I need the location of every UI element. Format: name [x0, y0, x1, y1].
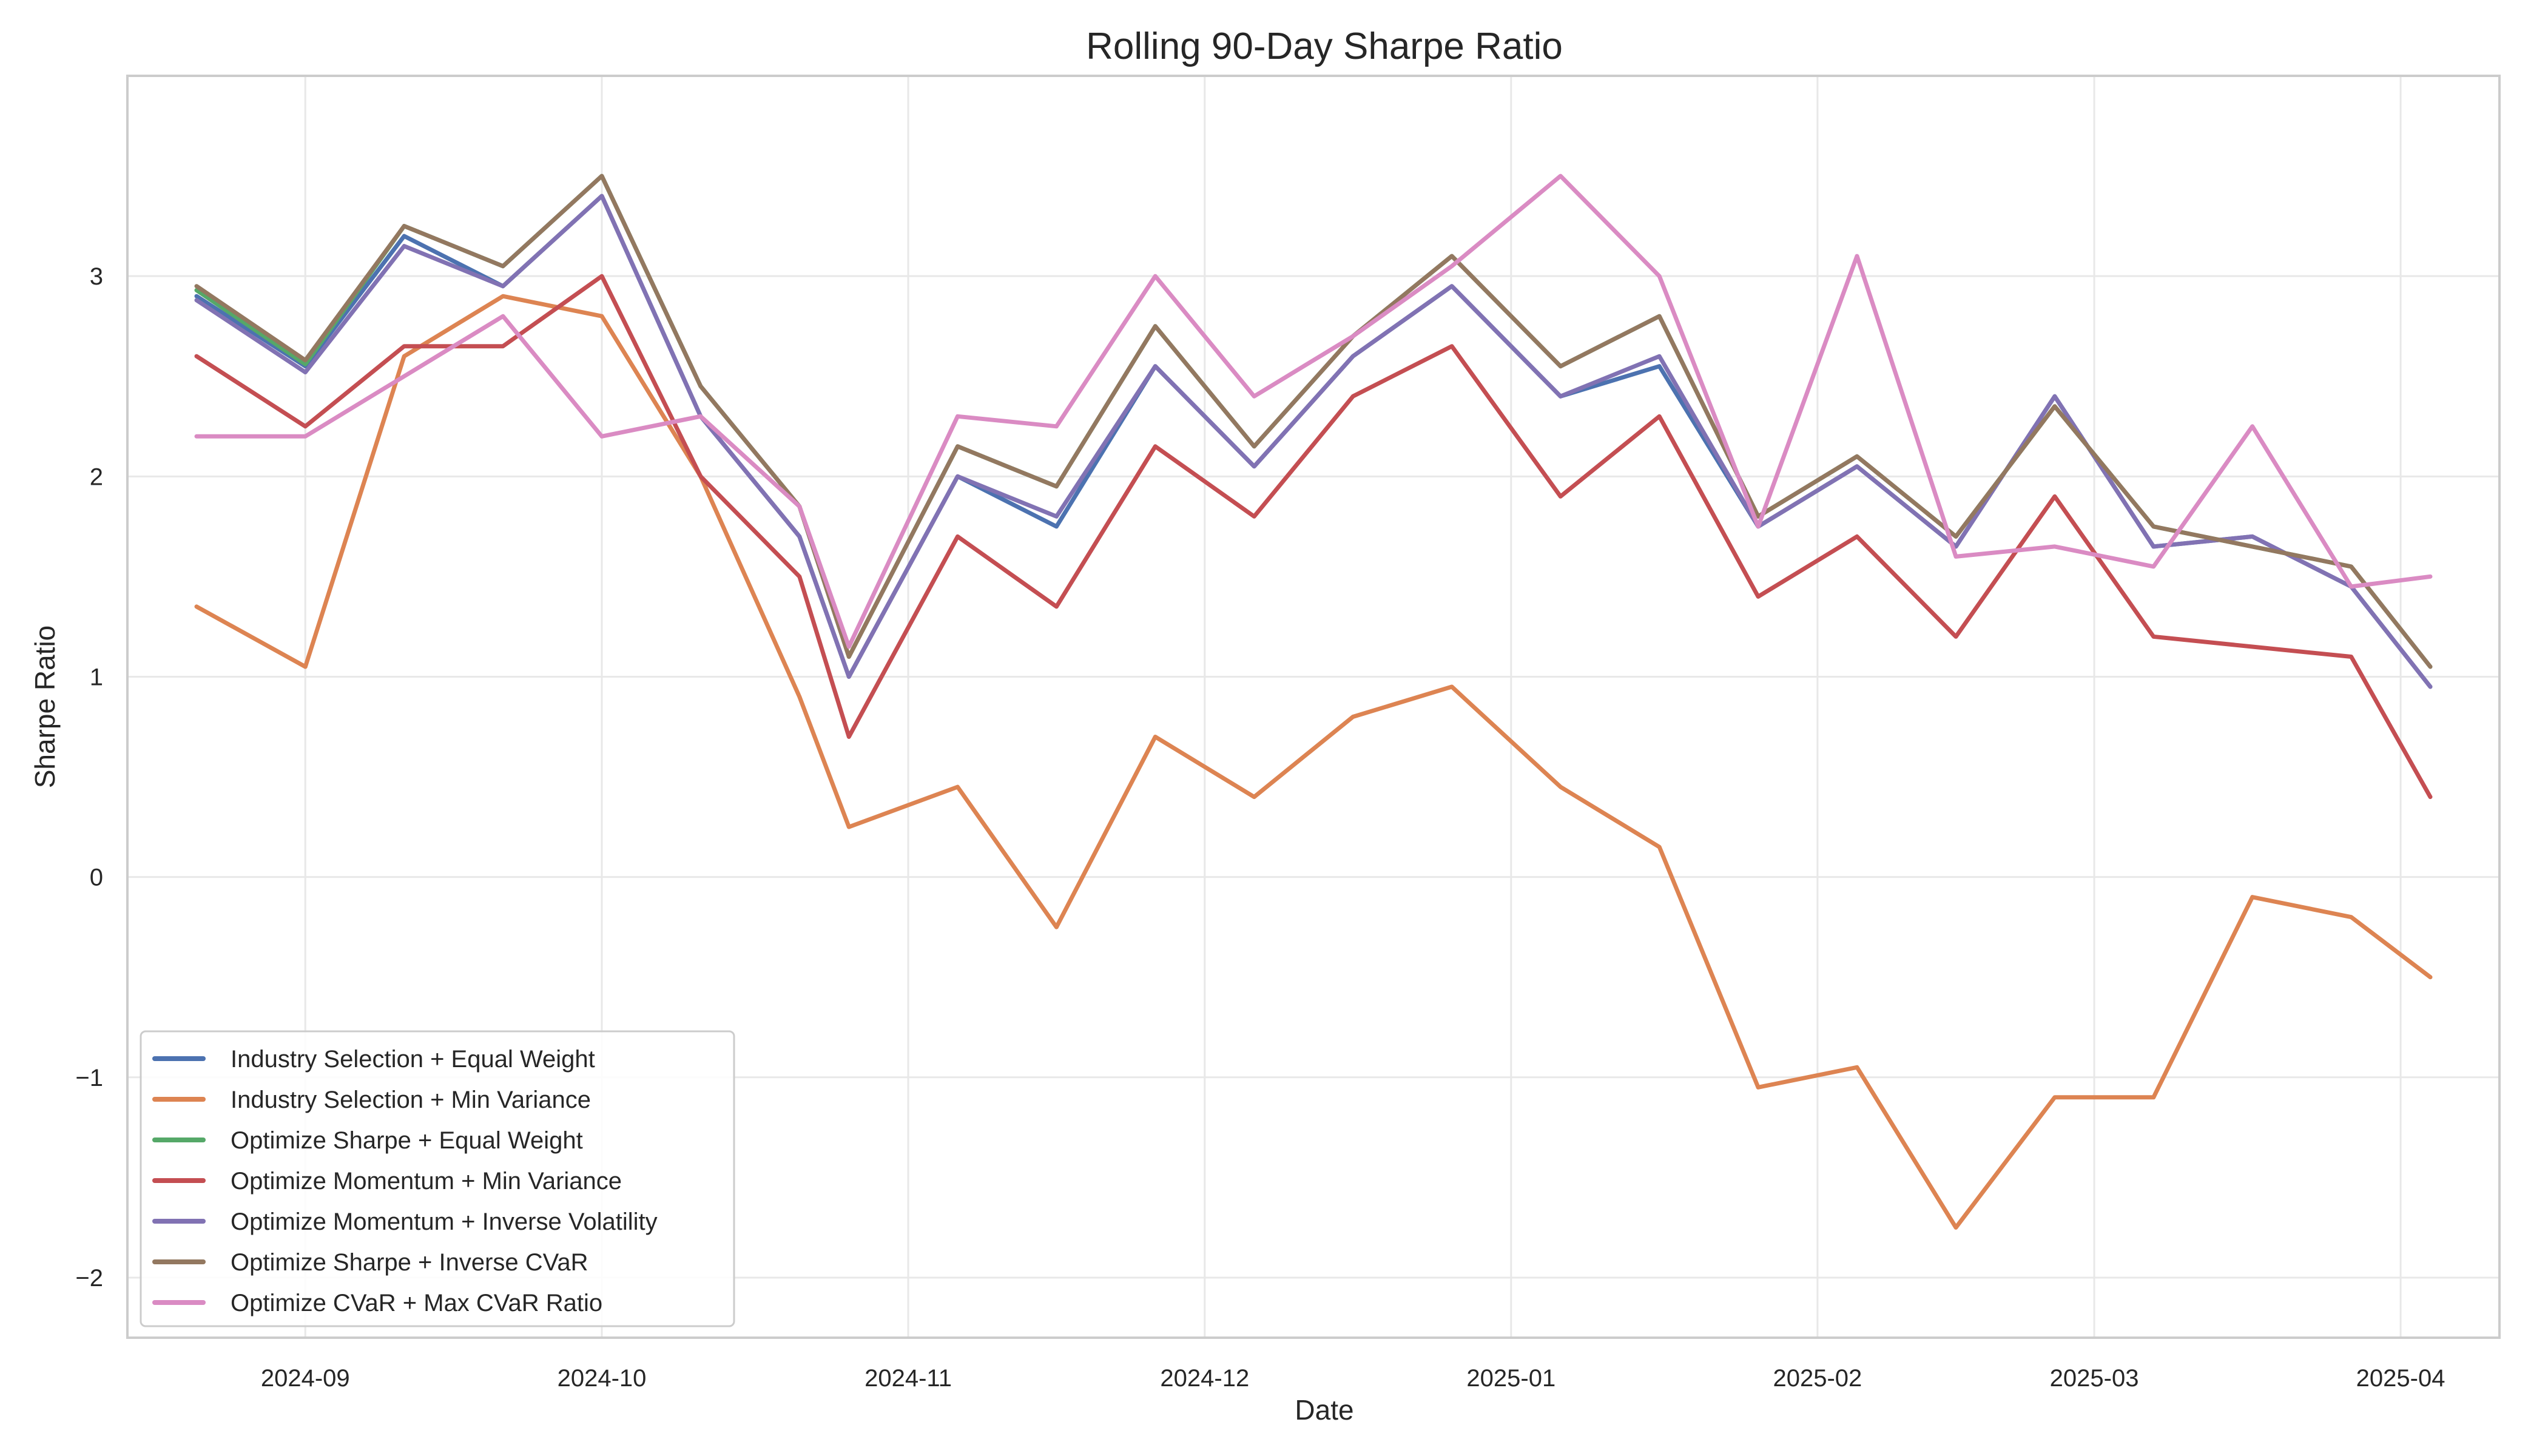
plot-frame [126, 75, 2501, 1339]
legend-entry-optimize-momentum-inverse-volatility: Optimize Momentum + Inverse Volatility [231, 1208, 658, 1235]
series-line-optimize-sharpe-equal-weight [194, 174, 2433, 669]
y-tick-label: 0 [90, 864, 103, 891]
chart-title: Rolling 90-Day Sharpe Ratio [1086, 25, 1563, 67]
y-tick-label: 2 [90, 463, 103, 490]
legend-entry-optimize-cvar-max-cvar-ratio: Optimize CVaR + Max CVaR Ratio [231, 1290, 602, 1316]
x-tick-label: 2024-11 [864, 1365, 952, 1392]
y-tick-label: −2 [75, 1265, 103, 1292]
legend-entry-industry-selection-equal-weight: Industry Selection + Equal Weight [231, 1046, 595, 1073]
legend-entry-optimize-momentum-min-variance: Optimize Momentum + Min Variance [231, 1168, 622, 1195]
legend: Industry Selection + Equal Weight Industr… [140, 1030, 735, 1327]
x-tick-label: 2024-09 [261, 1365, 350, 1392]
y-axis-label: Sharpe Ratio [29, 625, 61, 789]
x-tick-label: 2025-02 [1773, 1365, 1862, 1392]
series-line-optimize-sharpe-inverse-cvar [194, 174, 2433, 669]
legend-entry-industry-selection-min-variance: Industry Selection + Min Variance [231, 1087, 591, 1113]
x-tick-label: 2025-04 [2356, 1365, 2445, 1392]
y-tick-label: 1 [90, 664, 103, 690]
series-line-optimize-momentum-inverse-volatility [194, 194, 2433, 689]
x-axis-ticks: 2024-09 2024-10 2024-11 2024-12 2025-01 2025-… [261, 1365, 2445, 1392]
x-tick-label: 2025-03 [2050, 1365, 2139, 1392]
legend-box [140, 1030, 735, 1327]
legend-entry-optimize-sharpe-inverse-cvar: Optimize Sharpe + Inverse CVaR [231, 1249, 588, 1276]
y-tick-label: 3 [90, 263, 103, 290]
x-axis-label: Date [1295, 1394, 1353, 1426]
series-lines [194, 174, 2433, 1230]
x-tick-label: 2025-01 [1466, 1365, 1555, 1392]
y-axis-ticks: −2 −1 0 1 2 3 [75, 263, 103, 1292]
x-tick-label: 2024-10 [558, 1365, 647, 1392]
grid [127, 76, 2499, 1338]
series-line-industry-selection-min-variance [194, 294, 2433, 1230]
series-line-optimize-cvar-max-cvar-ratio [194, 174, 2433, 649]
series-line-optimize-momentum-min-variance [194, 274, 2433, 800]
y-tick-label: −1 [75, 1065, 103, 1091]
legend-entry-optimize-sharpe-equal-weight: Optimize Sharpe + Equal Weight [231, 1127, 583, 1154]
x-tick-label: 2024-12 [1160, 1365, 1249, 1392]
